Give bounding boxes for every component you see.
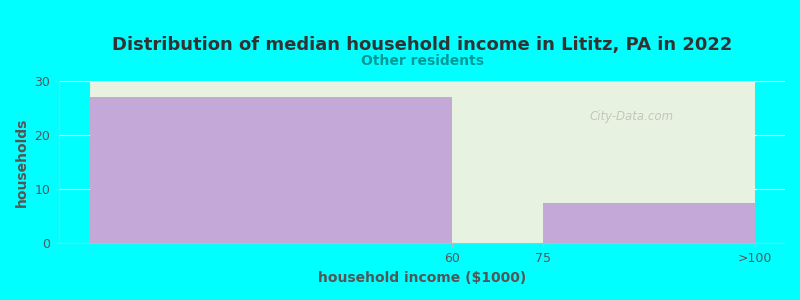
Y-axis label: households: households <box>15 117 29 207</box>
Bar <box>543 203 754 243</box>
Title: Distribution of median household income in Lititz, PA in 2022: Distribution of median household income … <box>112 36 733 54</box>
X-axis label: household income ($1000): household income ($1000) <box>318 271 526 285</box>
Text: City-Data.com: City-Data.com <box>589 110 674 123</box>
Bar <box>90 81 453 243</box>
Bar <box>90 97 453 243</box>
Text: Other residents: Other residents <box>361 53 484 68</box>
Bar <box>453 81 543 243</box>
Bar <box>543 81 754 243</box>
